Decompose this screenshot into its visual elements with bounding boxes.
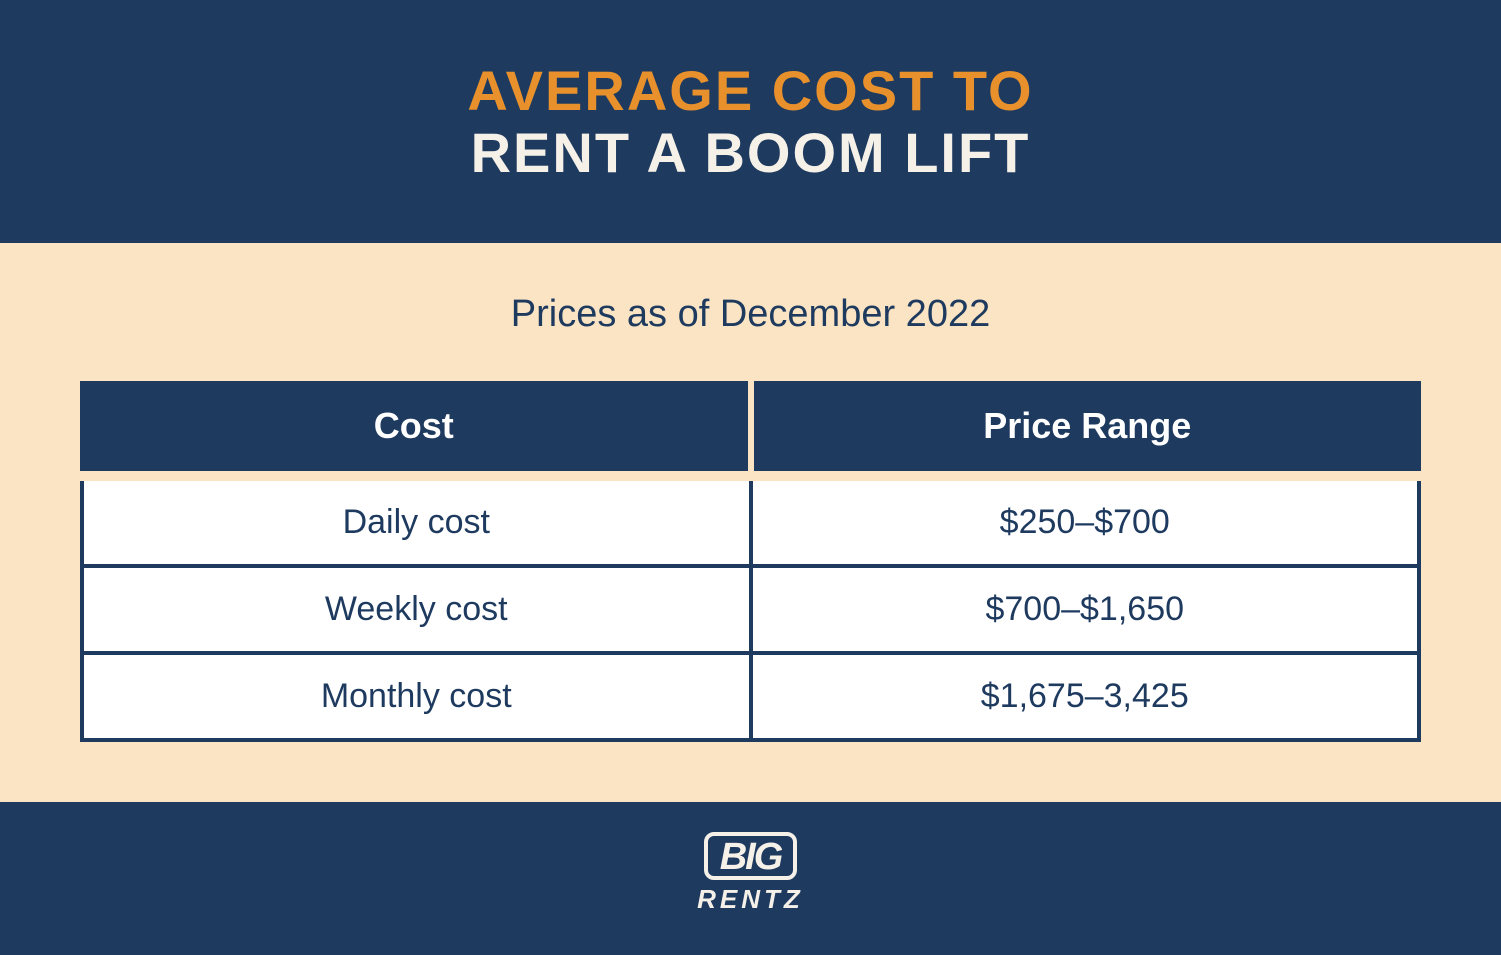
content-area: Prices as of December 2022 Cost Price Ra… (0, 243, 1501, 802)
table-header-row: Cost Price Range (80, 381, 1421, 471)
cost-table: Cost Price Range Daily cost $250–$700 We… (80, 381, 1421, 742)
table-cell-cost: Weekly cost (84, 568, 753, 651)
logo-text-big: BIG (704, 832, 798, 880)
table-cell-price: $700–$1,650 (753, 568, 1418, 651)
table-cell-price: $1,675–3,425 (753, 655, 1418, 738)
table-cell-cost: Monthly cost (84, 655, 753, 738)
bigrentz-logo: BIG RENTZ (697, 832, 804, 915)
footer-banner: BIG RENTZ (0, 802, 1501, 955)
table-row: Monthly cost $1,675–3,425 (84, 655, 1417, 738)
table-header-cost: Cost (80, 381, 754, 471)
title-line-1: AVERAGE COST TO (20, 60, 1481, 122)
table-header-price-range: Price Range (754, 381, 1422, 471)
table-body: Daily cost $250–$700 Weekly cost $700–$1… (80, 481, 1421, 742)
table-cell-price: $250–$700 (753, 481, 1418, 564)
logo-text-rentz: RENTZ (697, 884, 804, 915)
table-cell-cost: Daily cost (84, 481, 753, 564)
header-banner: AVERAGE COST TO RENT A BOOM LIFT (0, 0, 1501, 243)
table-row: Weekly cost $700–$1,650 (84, 568, 1417, 655)
subtitle: Prices as of December 2022 (511, 293, 990, 336)
table-row: Daily cost $250–$700 (84, 481, 1417, 568)
title-line-2: RENT A BOOM LIFT (20, 122, 1481, 184)
